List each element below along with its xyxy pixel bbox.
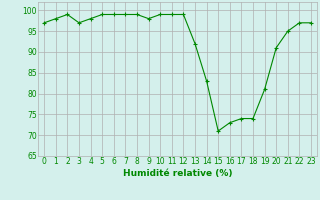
X-axis label: Humidité relative (%): Humidité relative (%) — [123, 169, 232, 178]
